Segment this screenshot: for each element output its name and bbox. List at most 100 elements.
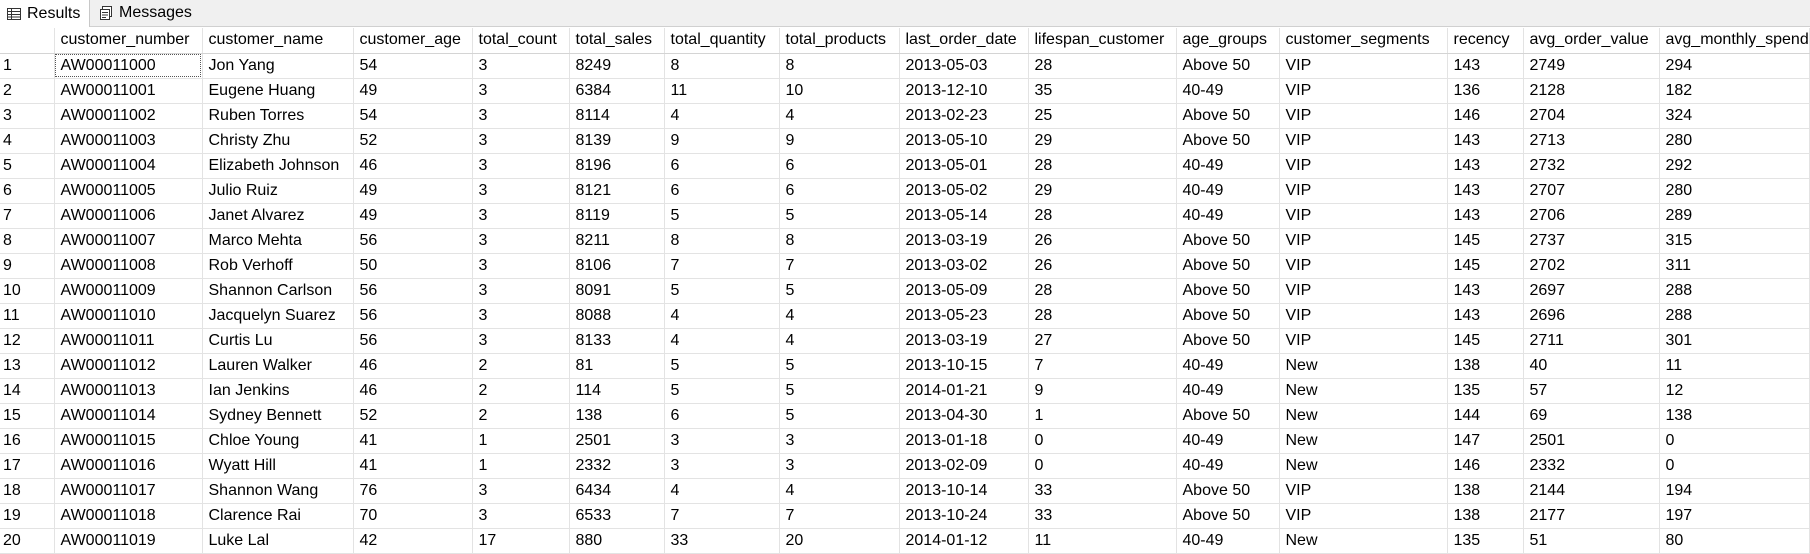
cell-total-products[interactable]: 5 [779, 403, 900, 429]
cell-total-products[interactable]: 7 [779, 503, 900, 529]
cell-total-sales[interactable]: 8114 [569, 103, 665, 129]
cell-total-products[interactable]: 3 [779, 428, 900, 454]
cell-total-sales[interactable]: 8121 [569, 178, 665, 204]
cell-total-count[interactable]: 3 [472, 228, 570, 254]
cell-total-quantity[interactable]: 3 [664, 453, 780, 479]
cell-last-order-date[interactable]: 2013-10-14 [899, 478, 1029, 504]
column-header-customer-name[interactable]: customer_name [202, 28, 354, 54]
cell-customer-age[interactable]: 54 [353, 53, 473, 79]
cell-total-products[interactable]: 20 [779, 528, 900, 554]
cell-last-order-date[interactable]: 2013-03-02 [899, 253, 1029, 279]
cell-avg-monthly-spend[interactable]: 12 [1659, 378, 1810, 404]
cell-last-order-date[interactable]: 2013-05-10 [899, 128, 1029, 154]
cell-customer-name[interactable]: Marco Mehta [202, 228, 354, 254]
column-header-age-groups[interactable]: age_groups [1176, 28, 1280, 54]
cell-total-sales[interactable]: 8249 [569, 53, 665, 79]
cell-total-sales[interactable]: 8091 [569, 278, 665, 304]
cell-avg-monthly-spend[interactable]: 197 [1659, 503, 1810, 529]
cell-recency[interactable]: 135 [1447, 378, 1524, 404]
cell-total-products[interactable]: 4 [779, 303, 900, 329]
cell-customer-age[interactable]: 41 [353, 428, 473, 454]
table-row[interactable]: 20 AW00011019 Luke Lal 42 17 880 33 20 2014-01-1… [0, 528, 1810, 554]
cell-last-order-date[interactable]: 2014-01-21 [899, 378, 1029, 404]
cell-recency[interactable]: 143 [1447, 203, 1524, 229]
table-row[interactable]: 9 AW00011008 Rob Verhoff 50 3 8106 7 7 2013-03-0… [0, 253, 1810, 279]
cell-total-products[interactable]: 5 [779, 278, 900, 304]
cell-customer-segments[interactable]: New [1279, 453, 1448, 479]
cell-customer-name[interactable]: Christy Zhu [202, 128, 354, 154]
cell-avg-order-value[interactable]: 2696 [1523, 303, 1660, 329]
cell-total-products[interactable]: 8 [779, 228, 900, 254]
cell-total-products[interactable]: 5 [779, 378, 900, 404]
cell-lifespan-customer[interactable]: 28 [1028, 203, 1177, 229]
cell-total-count[interactable]: 3 [472, 128, 570, 154]
cell-age-groups[interactable]: Above 50 [1176, 253, 1280, 279]
table-row[interactable]: 1 AW00011000 Jon Yang 54 3 8249 8 8 2013-05-03 28… [0, 53, 1810, 79]
cell-customer-name[interactable]: Luke Lal [202, 528, 354, 554]
cell-total-products[interactable]: 5 [779, 203, 900, 229]
cell-total-quantity[interactable]: 4 [664, 328, 780, 354]
cell-total-count[interactable]: 3 [472, 478, 570, 504]
cell-avg-order-value[interactable]: 2732 [1523, 153, 1660, 179]
table-row[interactable]: 18 AW00011017 Shannon Wang 76 3 6434 4 4 2013-10… [0, 478, 1810, 504]
cell-avg-monthly-spend[interactable]: 294 [1659, 53, 1810, 79]
cell-customer-number[interactable]: AW00011014 [54, 403, 203, 429]
row-number[interactable]: 7 [0, 203, 55, 229]
cell-avg-monthly-spend[interactable]: 288 [1659, 278, 1810, 304]
table-row[interactable]: 17 AW00011016 Wyatt Hill 41 1 2332 3 3 2013-02-0… [0, 453, 1810, 479]
cell-total-sales[interactable]: 8196 [569, 153, 665, 179]
cell-lifespan-customer[interactable]: 0 [1028, 428, 1177, 454]
cell-total-sales[interactable]: 138 [569, 403, 665, 429]
cell-total-sales[interactable]: 8211 [569, 228, 665, 254]
table-row[interactable]: 8 AW00011007 Marco Mehta 56 3 8211 8 8 2013-03-1… [0, 228, 1810, 254]
cell-lifespan-customer[interactable]: 26 [1028, 228, 1177, 254]
row-number[interactable]: 15 [0, 403, 55, 429]
cell-lifespan-customer[interactable]: 11 [1028, 528, 1177, 554]
cell-recency[interactable]: 143 [1447, 153, 1524, 179]
cell-customer-number[interactable]: AW00011011 [54, 328, 203, 354]
column-header-lifespan-customer[interactable]: lifespan_customer [1028, 28, 1177, 54]
cell-total-count[interactable]: 2 [472, 353, 570, 379]
cell-total-products[interactable]: 6 [779, 178, 900, 204]
table-row[interactable]: 16 AW00011015 Chloe Young 41 1 2501 3 3 2013-01-… [0, 428, 1810, 454]
cell-age-groups[interactable]: Above 50 [1176, 503, 1280, 529]
cell-total-count[interactable]: 3 [472, 78, 570, 104]
cell-recency[interactable]: 143 [1447, 53, 1524, 79]
row-number[interactable]: 20 [0, 528, 55, 554]
cell-lifespan-customer[interactable]: 0 [1028, 453, 1177, 479]
cell-customer-age[interactable]: 52 [353, 403, 473, 429]
cell-lifespan-customer[interactable]: 28 [1028, 53, 1177, 79]
cell-customer-number[interactable]: AW00011007 [54, 228, 203, 254]
cell-avg-monthly-spend[interactable]: 315 [1659, 228, 1810, 254]
cell-customer-age[interactable]: 46 [353, 153, 473, 179]
table-row[interactable]: 19 AW00011018 Clarence Rai 70 3 6533 7 7 2013-10… [0, 503, 1810, 529]
row-number[interactable]: 8 [0, 228, 55, 254]
cell-total-count[interactable]: 3 [472, 253, 570, 279]
cell-lifespan-customer[interactable]: 26 [1028, 253, 1177, 279]
cell-recency[interactable]: 138 [1447, 353, 1524, 379]
column-header-avg-order-value[interactable]: avg_order_value [1523, 28, 1660, 54]
row-number[interactable]: 1 [0, 53, 55, 79]
cell-customer-number[interactable]: AW00011018 [54, 503, 203, 529]
cell-last-order-date[interactable]: 2013-03-19 [899, 328, 1029, 354]
cell-recency[interactable]: 138 [1447, 503, 1524, 529]
tab-messages[interactable]: Messages [92, 0, 192, 26]
cell-age-groups[interactable]: Above 50 [1176, 103, 1280, 129]
row-number[interactable]: 6 [0, 178, 55, 204]
cell-customer-segments[interactable]: VIP [1279, 178, 1448, 204]
cell-recency[interactable]: 143 [1447, 128, 1524, 154]
table-row[interactable]: 2 AW00011001 Eugene Huang 49 3 6384 11 10 2013-1… [0, 78, 1810, 104]
cell-avg-order-value[interactable]: 2697 [1523, 278, 1660, 304]
cell-customer-number[interactable]: AW00011013 [54, 378, 203, 404]
cell-total-quantity[interactable]: 5 [664, 278, 780, 304]
cell-customer-name[interactable]: Ruben Torres [202, 103, 354, 129]
cell-lifespan-customer[interactable]: 28 [1028, 303, 1177, 329]
cell-age-groups[interactable]: Above 50 [1176, 228, 1280, 254]
cell-customer-number[interactable]: AW00011005 [54, 178, 203, 204]
cell-total-count[interactable]: 17 [472, 528, 570, 554]
cell-customer-segments[interactable]: New [1279, 403, 1448, 429]
cell-total-products[interactable]: 10 [779, 78, 900, 104]
column-header-last-order-date[interactable]: last_order_date [899, 28, 1029, 54]
cell-customer-segments[interactable]: New [1279, 528, 1448, 554]
cell-last-order-date[interactable]: 2013-04-30 [899, 403, 1029, 429]
